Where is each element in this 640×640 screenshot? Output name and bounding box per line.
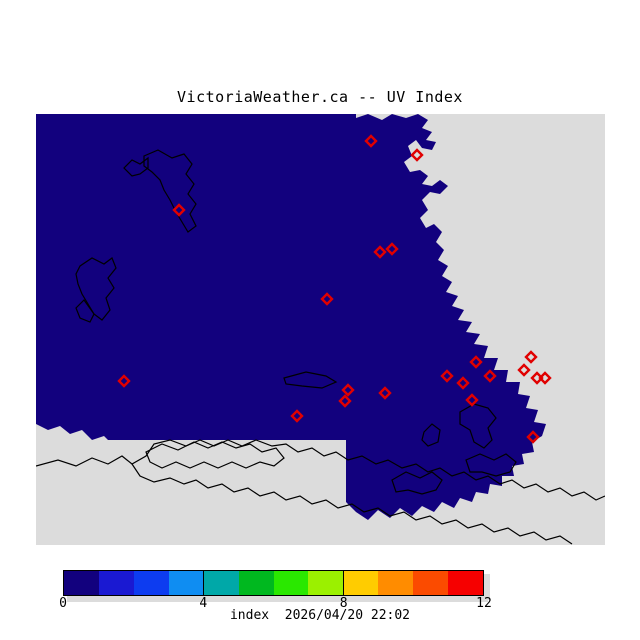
map-canvas[interactable] [36, 114, 605, 545]
station-marker [290, 409, 304, 423]
colorbar-shadow [67, 596, 488, 602]
station-marker [465, 393, 479, 407]
colorbar-band-9 [378, 571, 414, 595]
station-marker [385, 242, 399, 256]
station-marker [456, 376, 470, 390]
station-markers[interactable] [117, 134, 552, 444]
station-marker [320, 292, 334, 306]
colorbar-tick-4 [203, 570, 204, 596]
colorbar-tick-8 [343, 570, 344, 596]
station-marker [538, 371, 552, 385]
colorbar[interactable] [63, 570, 490, 602]
colorbar-tick-labels: 0 4 8 12 [59, 596, 492, 612]
colorbar-tick-label-8: 8 [339, 596, 348, 611]
station-marker [524, 350, 538, 364]
station-marker [117, 374, 131, 388]
colorbar-tick-label-0: 0 [59, 596, 67, 611]
colorbar-band-3 [168, 571, 204, 595]
colorbar-band-6 [273, 571, 309, 595]
station-marker [373, 245, 387, 259]
station-marker [469, 355, 483, 369]
station-marker [483, 369, 497, 383]
colorbar-band-4 [203, 571, 239, 595]
final-field-render [36, 114, 605, 545]
map-panel[interactable] [36, 114, 605, 545]
colorbar-tick-label-12: 12 [476, 596, 492, 611]
colorbar-band-7 [308, 571, 344, 595]
colorbar-band-1 [98, 571, 134, 595]
colorbar-band-10 [413, 571, 449, 595]
station-marker [410, 148, 424, 162]
colorbar-caption: index 2026/04/20 22:02 [229, 608, 410, 623]
page-title: VictoriaWeather.ca -- UV Index [177, 88, 463, 106]
station-marker [440, 369, 454, 383]
coastline-outlines [36, 149, 605, 545]
colorbar-band-11 [448, 571, 484, 595]
colorbar-bands[interactable] [63, 570, 484, 596]
station-marker [364, 134, 378, 148]
station-marker [378, 386, 392, 400]
colorbar-shadow-right [484, 574, 490, 600]
station-marker [338, 394, 352, 408]
station-marker [517, 363, 531, 377]
colorbar-band-5 [238, 571, 274, 595]
station-marker [172, 203, 186, 217]
colorbar-band-0 [64, 571, 99, 595]
colorbar-tick-label-4: 4 [199, 596, 208, 611]
colorbar-band-8 [343, 571, 379, 595]
station-marker [341, 383, 355, 397]
station-marker [526, 430, 540, 444]
colorbar-band-2 [133, 571, 169, 595]
